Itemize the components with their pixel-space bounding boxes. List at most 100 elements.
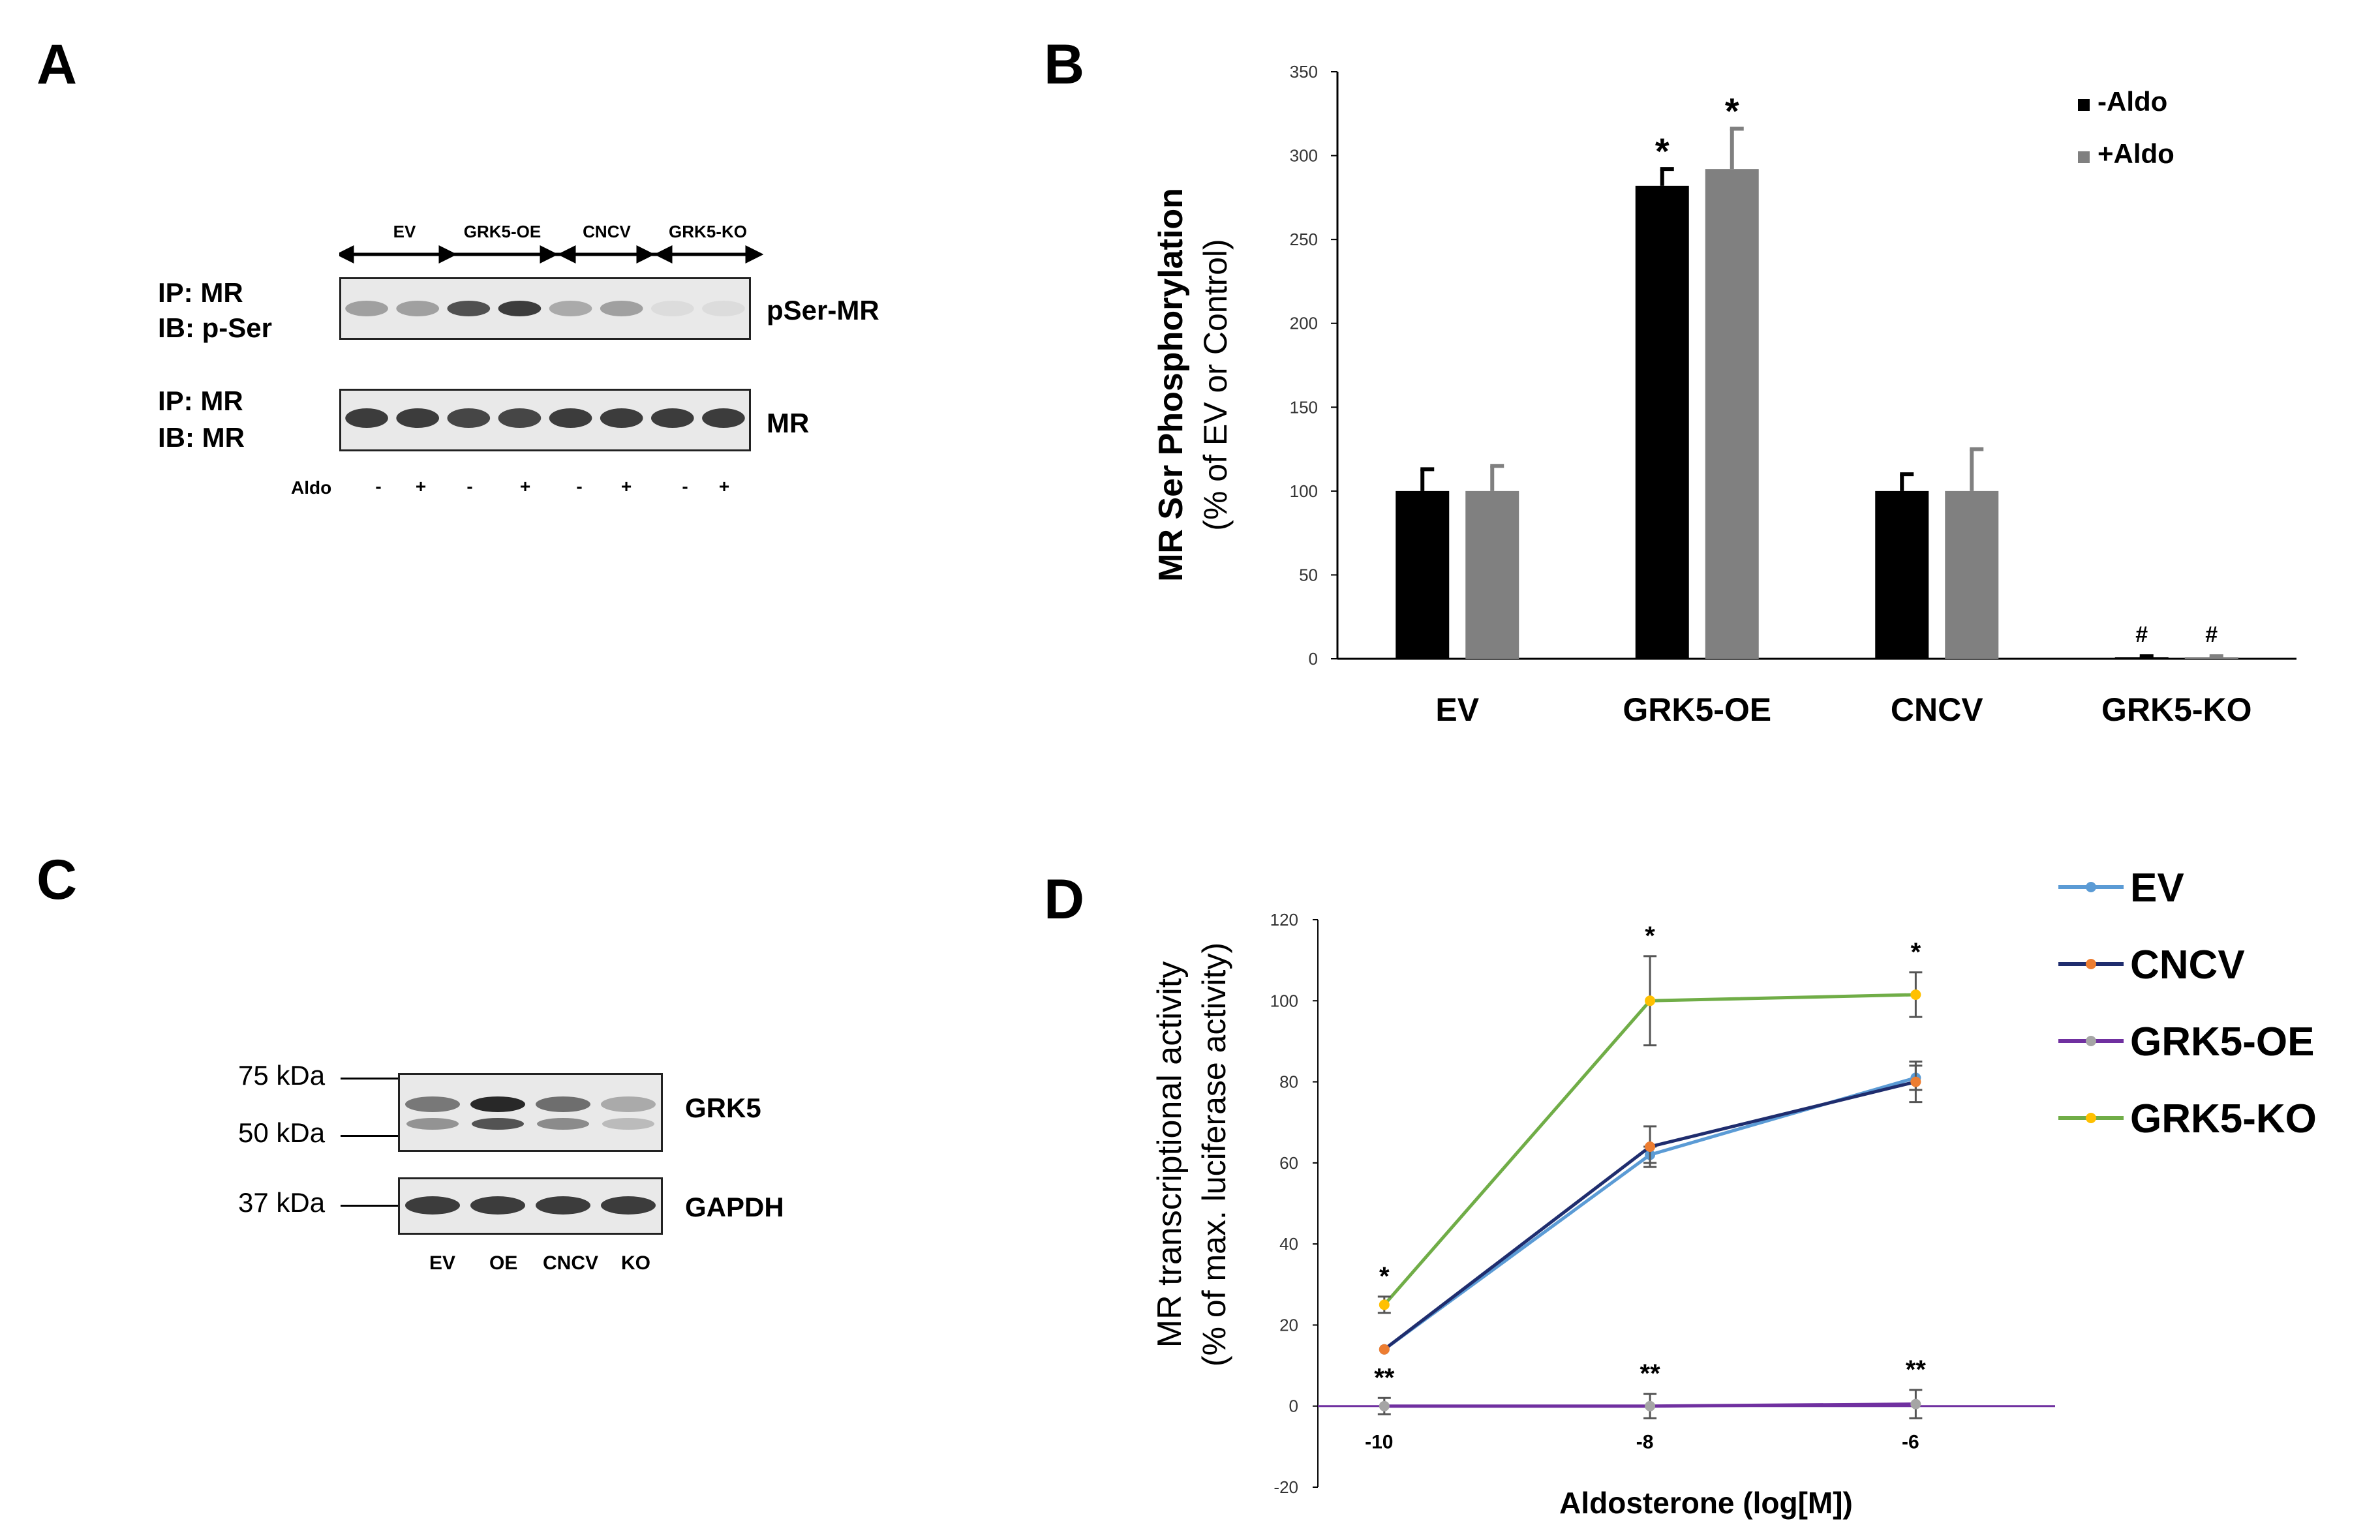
x-tick-label: GRK5-KO: [2101, 691, 2252, 728]
panel-a-label: A: [37, 33, 78, 96]
data-point: [1910, 989, 1921, 1000]
y-tick-label: 0: [1289, 1397, 1298, 1416]
grk5-lower-band: [602, 1118, 654, 1130]
blot2-ib-label: IB: MR: [158, 422, 245, 453]
ladder-tick-50: [341, 1135, 398, 1137]
gapdh-band: [470, 1196, 525, 1215]
pser-mr-band: [498, 301, 542, 316]
bar: [1705, 169, 1759, 659]
panel-b-bar-chart: MR Ser Phosphorylation (% of EV or Contr…: [1152, 62, 2296, 728]
mr-band: [549, 408, 592, 428]
blot1-ip-label: IP: MR: [158, 277, 243, 308]
grk5-lower-band: [472, 1118, 524, 1130]
legend-label: +Aldo: [2098, 138, 2174, 169]
bar: [1635, 185, 1689, 659]
pser-mr-band: [345, 301, 388, 316]
legend-marker: [2086, 959, 2096, 969]
y-tick-label: 200: [1290, 314, 1318, 333]
mr-band: [396, 408, 439, 428]
legend-swatch: [2078, 99, 2090, 111]
significance-mark: **: [1640, 1359, 1661, 1388]
gapdh-bands: [405, 1196, 656, 1215]
lane-cncv: CNCV: [543, 1252, 599, 1274]
y-axis-label: MR transcriptional activity: [1151, 961, 1189, 1348]
x-axis-label: Aldosterone (log[M]): [1559, 1486, 1853, 1520]
legend-label: EV: [2130, 866, 2184, 911]
group-header-grk5-ko: GRK5-KO: [669, 222, 747, 241]
legend-marker: [2086, 1113, 2096, 1123]
grk5-band: [601, 1096, 656, 1112]
y-tick-label: 350: [1290, 62, 1318, 82]
data-point: [1379, 1400, 1390, 1412]
aldo-mark: +: [415, 476, 427, 496]
legend-label: GRK5-OE: [2130, 1019, 2314, 1064]
legend-label: GRK5-KO: [2130, 1096, 2317, 1141]
ladder-50: 50 kDa: [238, 1117, 326, 1148]
group-header-grk5-oe: GRK5-OE: [463, 222, 542, 241]
blot2-ip-label: IP: MR: [158, 385, 243, 416]
group-header-cncv: CNCV: [583, 222, 631, 241]
aldo-mark: +: [718, 476, 730, 496]
data-point: [1379, 1344, 1390, 1355]
panel-d-label: D: [1044, 868, 1085, 931]
grk5-band: [470, 1096, 525, 1112]
aldo-mark: +: [620, 476, 632, 496]
gapdh-name: GAPDH: [685, 1192, 784, 1222]
x-tick-label: -10: [1365, 1432, 1393, 1453]
lane-oe: OE: [489, 1252, 518, 1274]
grk5-name: GRK5: [685, 1093, 761, 1123]
mr-bands: [345, 408, 745, 428]
x-tick-label: -8: [1636, 1432, 1654, 1453]
y-tick-label: 50: [1299, 565, 1318, 584]
y-axis-label-sub: (% of EV or Control): [1197, 239, 1234, 530]
gapdh-band: [536, 1196, 590, 1215]
aldo-mark: -: [466, 476, 473, 496]
aldo-mark: +: [519, 476, 531, 496]
y-axis-label: MR Ser Phosphorylation: [1152, 188, 1190, 582]
gapdh-band: [601, 1196, 656, 1215]
pser-mr-band: [702, 301, 745, 316]
significance-mark: *: [1911, 938, 1921, 967]
y-tick-label: -20: [1274, 1477, 1298, 1497]
data-point: [1645, 1400, 1656, 1412]
data-point: [1645, 1141, 1656, 1152]
ladder-75: 75 kDa: [238, 1060, 326, 1091]
x-tick-label: GRK5-OE: [1623, 691, 1771, 728]
data-point: [1379, 1299, 1390, 1310]
significance-mark: **: [1906, 1355, 1927, 1384]
y-tick-label: 0: [1309, 649, 1318, 669]
bar: [1945, 491, 1999, 659]
data-point: [1910, 1076, 1921, 1087]
blot1-name: pSer-MR: [767, 295, 879, 325]
ladder-37: 37 kDa: [238, 1187, 326, 1218]
pser-mr-band: [651, 301, 694, 316]
x-tick-label: -6: [1902, 1432, 1919, 1453]
gapdh-blot: [398, 1177, 663, 1235]
mr-blot: [339, 389, 751, 451]
grk5-lower-band: [537, 1118, 589, 1130]
significance-mark: *: [1725, 90, 1739, 131]
significance-mark: *: [1645, 922, 1655, 950]
y-tick-label: 250: [1290, 230, 1318, 249]
significance-mark: *: [1379, 1262, 1390, 1291]
group-header-ev: EV: [393, 222, 416, 241]
x-tick-label: EV: [1435, 691, 1479, 728]
aldo-label: Aldo: [291, 477, 332, 498]
significance-mark: **: [1374, 1363, 1395, 1392]
aldo-mark: -: [375, 476, 382, 496]
y-tick-label: 300: [1290, 146, 1318, 166]
ladder-tick-37: [341, 1205, 398, 1207]
grk5-lower-band: [406, 1118, 459, 1130]
blot1-ib-label: IB: p-Ser: [158, 312, 273, 343]
grk5-blot: [398, 1073, 663, 1152]
legend-marker: [2086, 1036, 2096, 1046]
y-tick-label: 20: [1279, 1315, 1298, 1335]
pser-mr-blot: [339, 277, 751, 340]
mr-band: [345, 408, 388, 428]
grk5-bands: [405, 1096, 656, 1130]
aldo-mark: -: [682, 476, 688, 496]
y-tick-label: 150: [1290, 397, 1318, 417]
bar: [1396, 491, 1450, 659]
data-point: [1645, 995, 1656, 1006]
pser-mr-band: [396, 301, 439, 316]
